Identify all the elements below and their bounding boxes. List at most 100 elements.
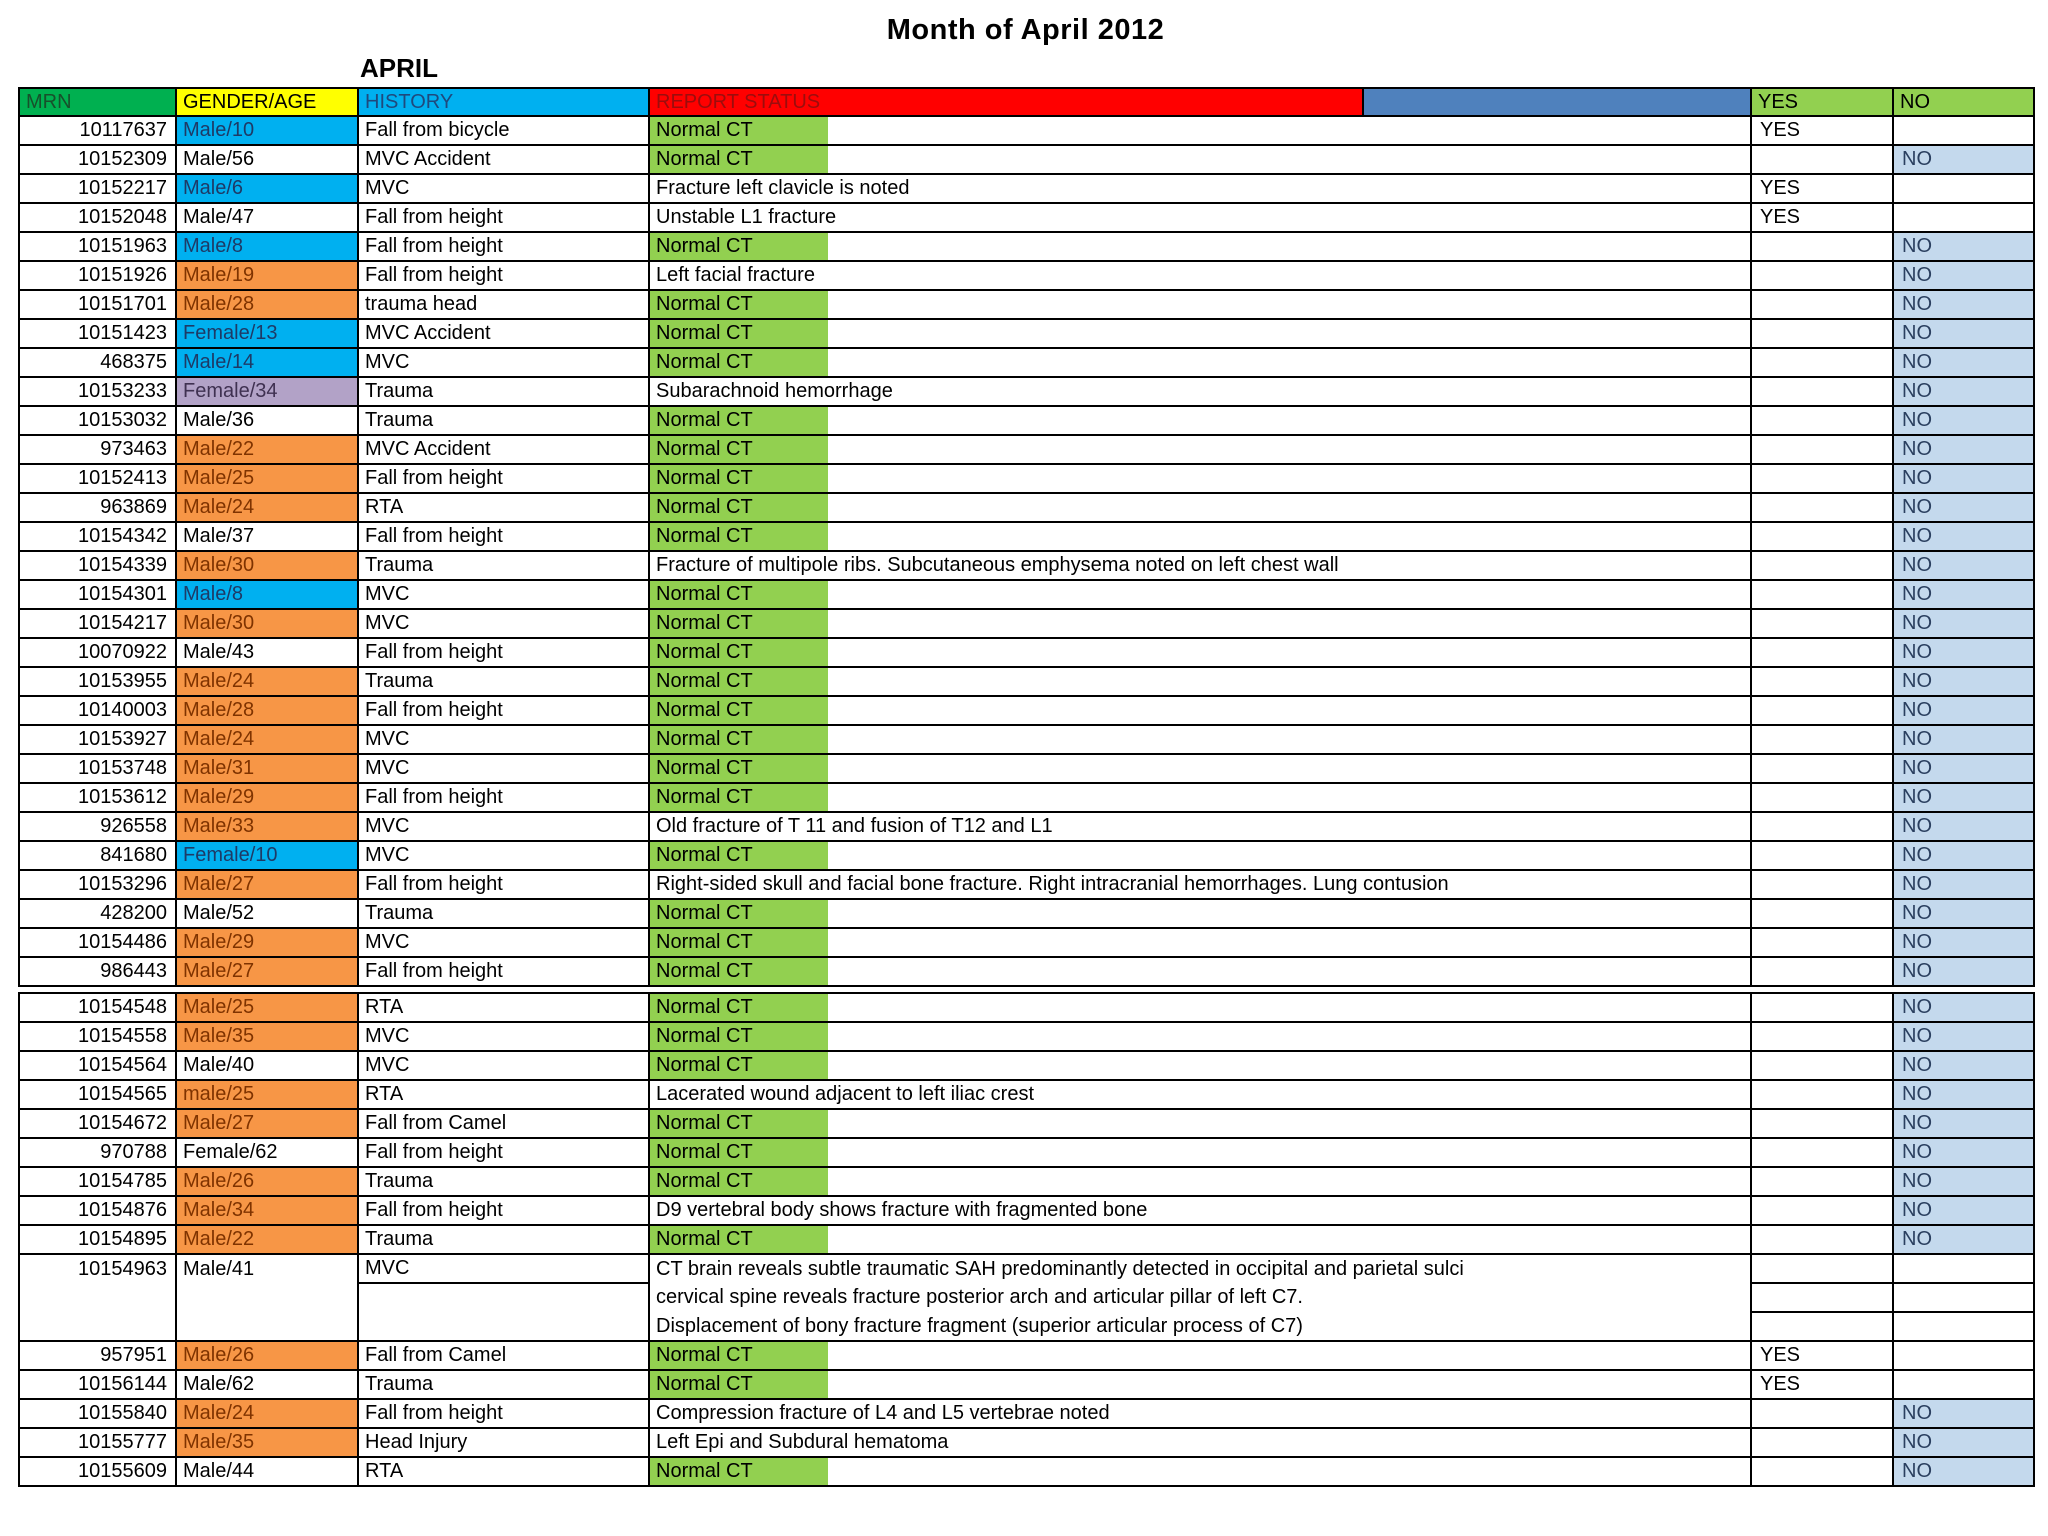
history-cell: MVC — [357, 347, 650, 378]
gender-age-cell: Male/24 — [175, 492, 359, 523]
report-status-normal-highlight: Normal CT — [650, 958, 828, 985]
report-status-cell: Normal CT — [648, 579, 1752, 610]
history-cell: MVC Accident — [357, 434, 650, 465]
no-cell: NO — [1892, 1195, 2035, 1226]
history-cell: trauma head — [357, 289, 650, 320]
history-cell: MVC — [357, 1253, 650, 1284]
history-cell: Fall from height — [357, 231, 650, 262]
report-status-normal-highlight: Normal CT — [650, 697, 828, 724]
gender-age-cell: male/25 — [175, 1079, 359, 1110]
report-status-cell: Old fracture of T 11 and fusion of T12 a… — [648, 811, 1752, 842]
mrn-cell: 10154672 — [18, 1108, 177, 1139]
mrn-cell: 10154564 — [18, 1050, 177, 1081]
table-row: 10151963 Male/8 Fall from height Normal CT N… — [18, 231, 2035, 262]
report-status-normal-highlight: Normal CT — [650, 1023, 828, 1050]
yes-cell — [1750, 405, 1894, 436]
gender-age-cell: Male/29 — [175, 782, 359, 813]
report-status-cell: Normal CT — [648, 1108, 1752, 1139]
report-status-cell: Unstable L1 fracture — [648, 202, 1752, 233]
no-cell: NO — [1892, 927, 2035, 958]
report-status-cell: Normal CT — [648, 956, 1752, 987]
gender-age-cell: Female/13 — [175, 318, 359, 349]
table-row: 10140003 Male/28 Fall from height Normal CT… — [18, 695, 2035, 726]
no-cell — [1892, 1282, 2035, 1313]
report-status-cell: Normal CT — [648, 1224, 1752, 1255]
gender-age-cell: Male/27 — [175, 1108, 359, 1139]
table-row: 10117637 Male/10 Fall from bicycle Normal C… — [18, 115, 2035, 146]
report-status-normal-highlight: Normal CT — [650, 639, 828, 666]
yes-cell — [1750, 1137, 1894, 1168]
gender-age-cell: Male/24 — [175, 1398, 359, 1429]
no-cell: NO — [1892, 1137, 2035, 1168]
page-title: Month of April 2012 — [886, 14, 1165, 46]
no-cell — [1892, 1340, 2035, 1371]
table-row: cervical spine reveals fracture posterio… — [18, 1282, 2035, 1313]
report-status-normal-highlight: Normal CT — [650, 1168, 828, 1195]
report-status-text: cervical spine reveals fracture posterio… — [656, 1286, 1303, 1308]
gender-age-cell — [175, 1312, 359, 1342]
history-cell — [357, 1312, 650, 1342]
report-status-cell: Subarachnoid hemorrhage — [648, 376, 1752, 407]
no-cell: NO — [1892, 463, 2035, 494]
report-status-normal-highlight: Normal CT — [650, 1458, 828, 1485]
history-cell: Trauma — [357, 1369, 650, 1400]
yes-cell — [1750, 1224, 1894, 1255]
no-cell: NO — [1892, 724, 2035, 755]
no-cell — [1892, 1369, 2035, 1400]
report-status-cell: Normal CT — [648, 608, 1752, 639]
no-cell: NO — [1892, 666, 2035, 697]
gender-age-cell: Male/22 — [175, 1224, 359, 1255]
report-status-cell: Left facial fracture — [648, 260, 1752, 291]
no-cell: NO — [1892, 1456, 2035, 1487]
report-status-cell: Normal CT — [648, 492, 1752, 523]
report-status-cell: Normal CT — [648, 840, 1752, 871]
no-cell — [1892, 202, 2035, 233]
yes-cell — [1750, 434, 1894, 465]
table-row: 10154564 Male/40 MVC Normal CT NO — [18, 1050, 2035, 1081]
gender-age-cell — [175, 1283, 359, 1312]
yes-cell — [1750, 927, 1894, 958]
report-status-normal-highlight: Normal CT — [650, 494, 828, 521]
yes-cell — [1750, 840, 1894, 871]
table-row: 10154963 Male/41 MVC CT brain reveals subtl… — [18, 1253, 2035, 1284]
no-cell — [1892, 115, 2035, 146]
mrn-cell — [18, 1312, 177, 1342]
history-cell: MVC — [357, 1050, 650, 1081]
col-header-no: NO — [1892, 87, 2035, 117]
report-status-normal-highlight: Normal CT — [650, 1371, 828, 1398]
history-cell: Fall from height — [357, 202, 650, 233]
report-status-normal-highlight: Normal CT — [650, 291, 828, 318]
table-row: 10154342 Male/37 Fall from height Normal CT… — [18, 521, 2035, 552]
mrn-cell: 10154785 — [18, 1166, 177, 1197]
report-status-cell: Normal CT — [648, 1369, 1752, 1400]
table-row: 10153612 Male/29 Fall from height Normal CT… — [18, 782, 2035, 813]
gender-age-cell: Male/27 — [175, 956, 359, 987]
history-cell: Trauma — [357, 898, 650, 929]
report-status-normal-highlight: Normal CT — [650, 320, 828, 347]
report-status-normal-highlight: Normal CT — [650, 842, 828, 869]
yes-cell — [1750, 869, 1894, 900]
gender-age-cell: Male/28 — [175, 289, 359, 320]
report-status-cell: Normal CT — [648, 347, 1752, 378]
gender-age-cell: Male/30 — [175, 550, 359, 581]
table-row: 970788 Female/62 Fall from height Normal CT… — [18, 1137, 2035, 1168]
mrn-cell: 10155777 — [18, 1427, 177, 1458]
table-row: 10153955 Male/24 Trauma Normal CT NO — [18, 666, 2035, 697]
table-row: 10155609 Male/44 RTA Normal CT NO — [18, 1456, 2035, 1487]
mrn-cell: 10151701 — [18, 289, 177, 320]
yes-cell — [1750, 521, 1894, 552]
yes-cell — [1750, 782, 1894, 813]
table-row: 10152217 Male/6 MVC Fracture left clavicle … — [18, 173, 2035, 204]
history-cell: Trauma — [357, 666, 650, 697]
mrn-cell: 10154339 — [18, 550, 177, 581]
no-cell: NO — [1892, 840, 2035, 871]
report-status-normal-highlight: Normal CT — [650, 1110, 828, 1137]
history-cell: MVC — [357, 1021, 650, 1052]
table-row: 10154548 Male/25 RTA Normal CT NO — [18, 992, 2035, 1023]
table-row: 10152413 Male/25 Fall from height Normal CT… — [18, 463, 2035, 494]
report-status-normal-highlight: Normal CT — [650, 1226, 828, 1253]
history-cell: MVC — [357, 724, 650, 755]
history-cell: RTA — [357, 992, 650, 1023]
report-status-normal-highlight: Normal CT — [650, 784, 828, 811]
mrn-cell: 10154486 — [18, 927, 177, 958]
